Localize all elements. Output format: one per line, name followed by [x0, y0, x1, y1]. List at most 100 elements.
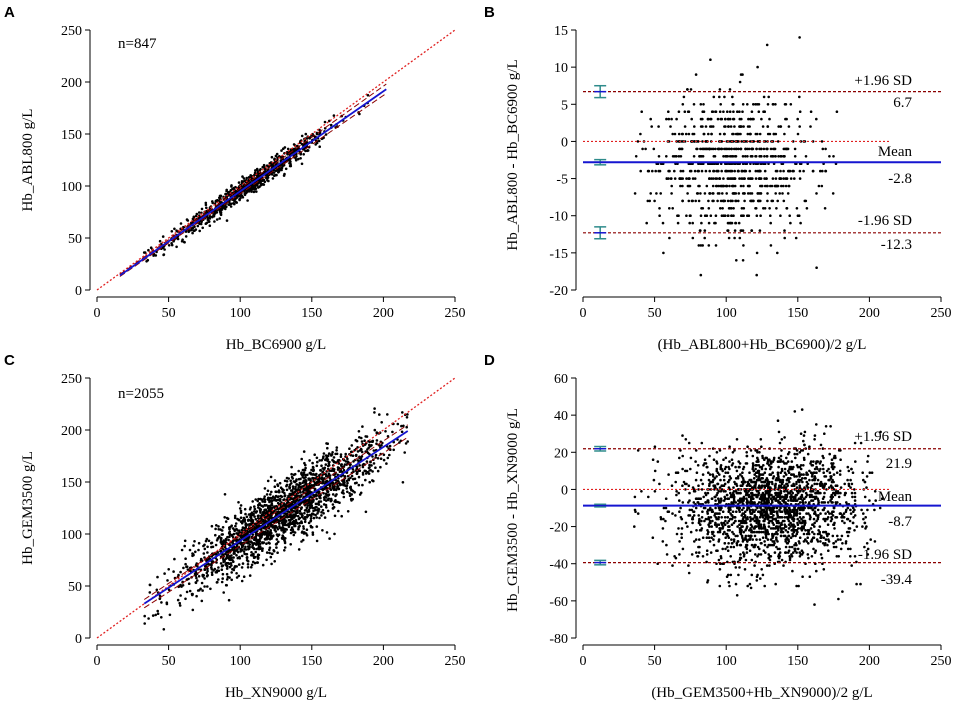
panel-d-point	[851, 471, 855, 475]
panel-a-point	[300, 142, 304, 146]
panel-d-point	[728, 445, 731, 449]
panel-b-point	[824, 147, 827, 151]
panel-c-point	[275, 504, 278, 508]
panel-d-point	[712, 458, 716, 462]
panel-b-point	[689, 88, 693, 91]
panel-b-point	[746, 147, 749, 151]
panel-d-point	[799, 467, 803, 471]
panel-a-point	[253, 185, 257, 189]
panel-c-point	[404, 442, 408, 445]
panel-c-y-tick-label: 0	[75, 632, 82, 647]
panel-c-point	[299, 507, 303, 511]
panel-a-point	[186, 219, 190, 222]
panel-c-point	[365, 460, 369, 463]
panel-d-point	[846, 534, 850, 538]
panel-a-point	[190, 228, 193, 232]
panel-d-x-tick-label: 100	[716, 654, 737, 669]
panel-c-point	[230, 578, 233, 582]
panel-a-point	[304, 132, 308, 136]
panel-d-point	[723, 530, 726, 534]
panel-c-point	[233, 516, 237, 520]
panel-b-point	[705, 214, 709, 217]
panel-b-point	[776, 251, 779, 255]
panel-c-point	[251, 542, 254, 545]
panel-c-point	[322, 503, 326, 506]
panel-b-point	[668, 207, 671, 210]
panel-b-point	[726, 199, 730, 203]
panel-a-point	[261, 165, 265, 169]
panel-b-point	[805, 207, 809, 210]
panel-b-point	[658, 214, 661, 217]
panel-d-point	[701, 510, 704, 513]
panel-b-point	[676, 221, 680, 225]
panel-a-point	[162, 253, 165, 257]
panel-b-point	[703, 229, 707, 232]
panel-b-point	[698, 184, 701, 188]
panel-a-point	[213, 220, 216, 223]
panel-c-point	[269, 534, 273, 537]
panel-b-point	[657, 155, 661, 158]
panel-d-point	[715, 462, 719, 465]
panel-b-point	[673, 169, 676, 173]
panel-b-point	[691, 221, 694, 225]
panel-c-point	[258, 542, 262, 546]
panel-d-point	[829, 425, 832, 428]
panel-a-point	[184, 235, 188, 238]
panel-d-point	[787, 534, 790, 538]
panel-d-point	[692, 510, 696, 513]
panel-a-point	[247, 176, 251, 179]
panel-b-point	[787, 125, 791, 128]
panel-c-point	[261, 549, 264, 552]
panel-c-point	[194, 581, 198, 584]
panel-b-point	[686, 192, 689, 195]
panel-b-point	[675, 117, 678, 121]
panel-c-point	[234, 524, 237, 528]
panel-b-point	[750, 229, 753, 232]
panel-c-point	[298, 494, 302, 498]
panel-b-point	[639, 169, 642, 173]
panel-b-point	[788, 214, 791, 217]
panel-d-point	[653, 445, 657, 449]
panel-d-point	[850, 564, 853, 567]
panel-c-point	[270, 499, 274, 503]
panel-a-point	[229, 205, 233, 208]
panel-b-point	[681, 184, 684, 188]
panel-c-point	[165, 601, 169, 604]
panel-a-point	[219, 208, 222, 212]
panel-b-point	[733, 229, 737, 232]
panel-d-point	[759, 553, 763, 556]
panel-c-point	[326, 467, 330, 471]
panel-b-point	[655, 192, 658, 195]
panel-c-point	[326, 509, 330, 513]
panel-c-point	[296, 514, 300, 518]
panel-c-point	[203, 585, 206, 588]
panel-c-point	[359, 491, 363, 495]
panel-c-point	[202, 552, 206, 555]
panel-c-y-tick-label: 100	[61, 528, 82, 543]
panel-d-point	[793, 452, 796, 456]
panel-c-point	[252, 546, 255, 550]
panel-b-point	[738, 177, 741, 180]
panel-b-point	[684, 132, 688, 136]
panel-d-point	[873, 508, 876, 512]
panel-b-point	[740, 214, 743, 217]
panel-c-point	[225, 561, 228, 565]
panel-b-point	[815, 192, 818, 195]
panel-b-point	[765, 184, 769, 188]
panel-b-point	[707, 147, 711, 151]
panel-b-point	[766, 192, 769, 195]
panel-c-point	[265, 533, 269, 536]
panel-b-point	[738, 110, 741, 113]
panel-b-point	[699, 192, 702, 195]
panel-c-point	[276, 534, 280, 538]
panel-c-point	[346, 490, 349, 494]
panel-c-point	[284, 507, 288, 510]
panel-c-point	[276, 551, 279, 554]
panel-d-point	[812, 547, 815, 551]
panel-b-point	[657, 169, 660, 173]
panel-b-point	[686, 184, 690, 188]
panel-c-y-label: Hb_GEM3500 g/L	[20, 451, 36, 565]
panel-b-point	[710, 110, 714, 113]
panel-d-point	[719, 556, 723, 560]
panel-d-point	[694, 449, 698, 452]
